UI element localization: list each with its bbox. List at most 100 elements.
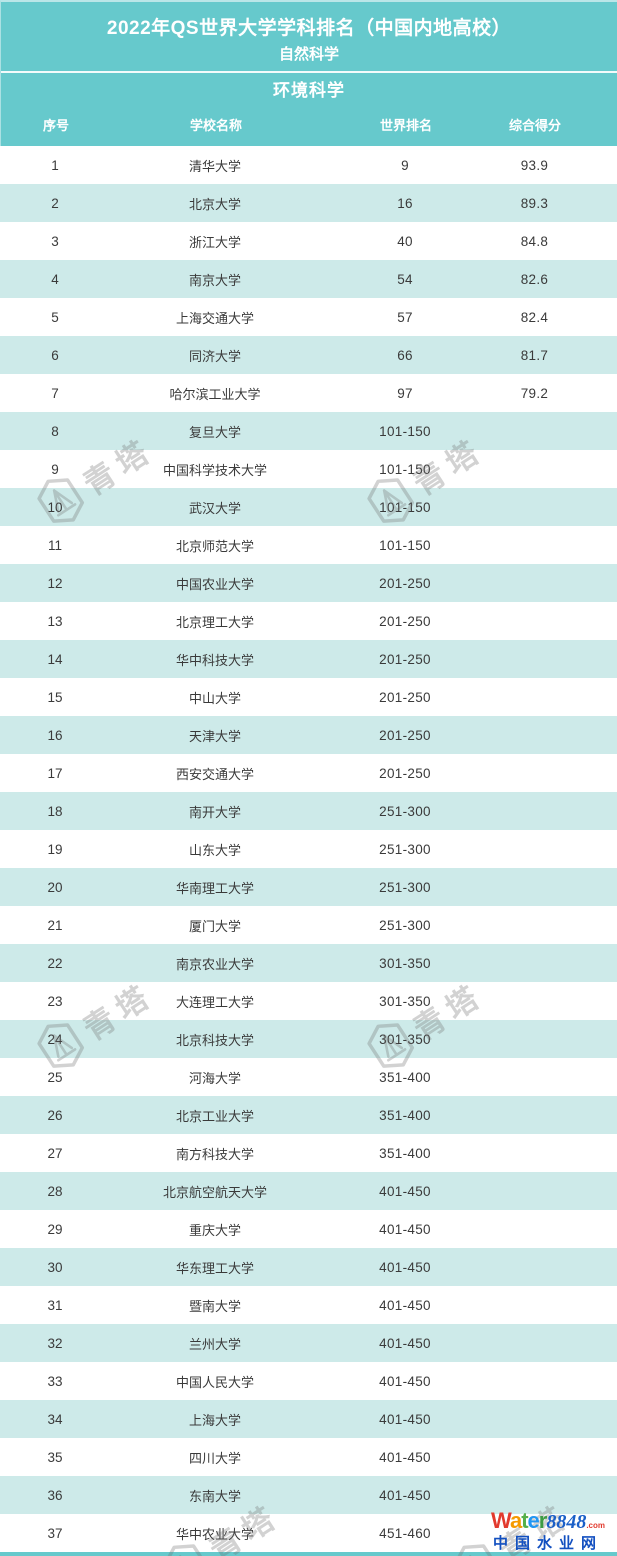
row-no: 8 — [51, 423, 59, 439]
row-school: 华南理工大学 — [175, 880, 254, 896]
row-score: 93.9 — [520, 157, 549, 173]
row-world-rank: 401-450 — [379, 1487, 431, 1503]
row-school: 中国农业大学 — [175, 576, 254, 592]
row-no: 29 — [47, 1221, 63, 1237]
row-no: 12 — [47, 575, 63, 591]
table-row: 4 南京大学 54 82.6 — [0, 260, 617, 298]
water8848-logo: Water8848.com 中国水业网 — [480, 1508, 616, 1552]
table-row: 15 中山大学 201-250 — [0, 678, 617, 716]
row-school: 北京航空航天大学 — [162, 1184, 267, 1200]
table-row: 21 厦门大学 251-300 — [0, 906, 617, 944]
table-row: 9 中国科学技术大学 101-150 — [0, 450, 617, 488]
row-world-rank: 16 — [397, 195, 413, 211]
row-school: 西安交通大学 — [175, 766, 254, 782]
row-school: 北京工业大学 — [175, 1108, 254, 1124]
table-row: 23 大连理工大学 301-350 — [0, 982, 617, 1020]
row-no: 10 — [47, 499, 63, 515]
row-school: 北京理工大学 — [175, 614, 254, 630]
row-school: 南京农业大学 — [175, 956, 254, 972]
col-header-score: 综合得分 — [508, 118, 561, 133]
row-no: 36 — [47, 1487, 63, 1503]
row-world-rank: 401-450 — [379, 1373, 431, 1389]
row-world-rank: 201-250 — [379, 689, 431, 705]
row-school: 浙江大学 — [188, 234, 241, 250]
table-row: 32 兰州大学 401-450 — [0, 1324, 617, 1362]
row-no: 16 — [47, 727, 63, 743]
row-no: 34 — [47, 1411, 63, 1427]
table-row: 11 北京师范大学 101-150 — [0, 526, 617, 564]
row-no: 28 — [47, 1183, 63, 1199]
row-world-rank: 201-250 — [379, 727, 431, 743]
row-school: 南京大学 — [188, 272, 241, 288]
row-no: 7 — [51, 385, 59, 401]
table-row: 24 北京科技大学 301-350 — [0, 1020, 617, 1058]
row-no: 3 — [51, 233, 59, 249]
row-no: 13 — [47, 613, 63, 629]
row-world-rank: 66 — [397, 347, 413, 363]
row-no: 24 — [47, 1031, 63, 1047]
row-school: 兰州大学 — [188, 1336, 241, 1352]
table-row: 13 北京理工大学 201-250 — [0, 602, 617, 640]
table-row: 26 北京工业大学 351-400 — [0, 1096, 617, 1134]
table-header-row: 序号 学校名称 世界排名 综合得分 — [1, 103, 617, 146]
row-school: 山东大学 — [188, 842, 241, 858]
page-subtitle: 自然科学 — [278, 46, 339, 63]
row-school: 东南大学 — [188, 1488, 241, 1504]
row-no: 18 — [47, 803, 63, 819]
row-no: 30 — [47, 1259, 63, 1275]
row-world-rank: 251-300 — [379, 803, 431, 819]
table-row: 27 南方科技大学 351-400 — [0, 1134, 617, 1172]
row-world-rank: 351-400 — [379, 1069, 431, 1085]
row-school: 天津大学 — [188, 728, 241, 744]
logo-letter: t — [521, 1508, 528, 1533]
row-world-rank: 401-450 — [379, 1449, 431, 1465]
row-no: 4 — [51, 271, 59, 287]
row-world-rank: 251-300 — [379, 917, 431, 933]
row-world-rank: 201-250 — [379, 575, 431, 591]
row-world-rank: 401-450 — [379, 1221, 431, 1237]
row-no: 25 — [47, 1069, 63, 1085]
row-no: 19 — [47, 841, 63, 857]
table-row: 28 北京航空航天大学 401-450 — [0, 1172, 617, 1210]
row-world-rank: 401-450 — [379, 1297, 431, 1313]
row-school: 四川大学 — [188, 1450, 241, 1466]
row-school: 清华大学 — [188, 158, 241, 174]
row-world-rank: 301-350 — [379, 1031, 431, 1047]
row-world-rank: 451-460 — [379, 1525, 431, 1541]
row-world-rank: 40 — [397, 233, 413, 249]
row-school: 河海大学 — [188, 1070, 241, 1086]
table-row: 22 南京农业大学 301-350 — [0, 944, 617, 982]
row-world-rank: 351-400 — [379, 1145, 431, 1161]
row-no: 1 — [51, 157, 59, 173]
row-no: 20 — [47, 879, 63, 895]
row-school: 哈尔滨工业大学 — [169, 386, 261, 402]
row-world-rank: 401-450 — [379, 1183, 431, 1199]
row-world-rank: 201-250 — [379, 651, 431, 667]
table-row: 8 复旦大学 101-150 — [0, 412, 617, 450]
row-no: 23 — [47, 993, 63, 1009]
row-school: 大连理工大学 — [175, 994, 254, 1010]
row-no: 5 — [51, 309, 59, 325]
row-no: 33 — [47, 1373, 63, 1389]
row-world-rank: 101-150 — [379, 499, 431, 515]
row-no: 31 — [47, 1297, 63, 1313]
row-school: 北京大学 — [188, 196, 241, 212]
logo-subtitle: 中国水业网 — [492, 1535, 603, 1552]
row-score: 89.3 — [520, 195, 549, 211]
row-no: 15 — [47, 689, 63, 705]
row-world-rank: 201-250 — [379, 765, 431, 781]
table-body: 1 清华大学 9 93.9 2 北京大学 16 89.3 3 浙江大学 40 8… — [0, 146, 617, 1552]
table-row: 35 四川大学 401-450 — [0, 1438, 617, 1476]
row-no: 2 — [51, 195, 59, 211]
row-no: 17 — [47, 765, 63, 781]
row-no: 14 — [47, 651, 63, 667]
sheet-header: 2022年QS世界大学学科排名（中国内地高校） 自然科学 环境科学 序号 学校名… — [0, 0, 617, 146]
row-no: 27 — [47, 1145, 63, 1161]
row-no: 6 — [51, 347, 59, 363]
row-no: 35 — [47, 1449, 63, 1465]
table-row: 31 暨南大学 401-450 — [0, 1286, 617, 1324]
col-header-school: 学校名称 — [189, 118, 242, 133]
row-school: 北京科技大学 — [175, 1032, 254, 1048]
table-row: 18 南开大学 251-300 — [0, 792, 617, 830]
table-row: 34 上海大学 401-450 — [0, 1400, 617, 1438]
